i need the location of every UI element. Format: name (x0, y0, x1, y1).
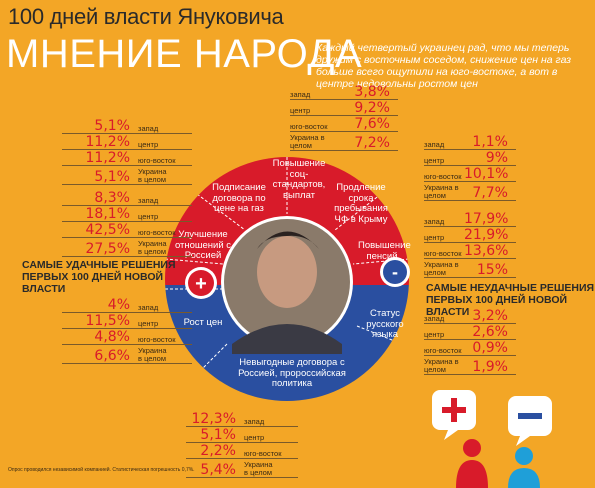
value: 5,1% (200, 427, 236, 443)
region-label: Украина в целом (244, 460, 273, 477)
segment-fleet-label: Продление срока пребывания ЧФ в Крыму (334, 182, 388, 225)
group-prices: 4% запад 11,5% центр 4,8% юго-восток 6,6% Ук… (62, 297, 192, 364)
region-label: центр (138, 140, 159, 149)
value: 15% (476, 262, 508, 278)
region-label: запад (244, 417, 265, 426)
value: 5,1% (94, 169, 130, 185)
value: 12,3% (191, 411, 236, 427)
region-label: юго-восток (424, 249, 462, 258)
region-label: юго-восток (424, 172, 462, 181)
value: 11,2% (85, 150, 130, 166)
region-label: центр (424, 233, 445, 242)
value: 13,6% (464, 243, 509, 259)
value: 9% (485, 150, 508, 166)
value: 11,5% (85, 313, 130, 329)
region-label: Украина в целом (424, 260, 459, 277)
group-language: запад 3,2% центр 2,6% юго-восток 0,9% Украи… (424, 308, 516, 375)
group-standards: запад 3,8% центр 9,2% юго-восток 7,6% Украи… (290, 84, 398, 151)
segment-gas-label: Подписание договора по цене на газ (212, 182, 266, 214)
value: 5,1% (94, 118, 130, 134)
region-label: центр (138, 212, 159, 221)
segment-language-label: Статус русского языка (366, 308, 404, 340)
value: 1,9% (472, 359, 508, 375)
value: 7,6% (354, 116, 390, 132)
best-decisions-heading: САМЫЕ УДАЧНЫЕ РЕШЕНИЯ ПЕРВЫХ 100 ДНЕЙ НО… (22, 259, 176, 295)
region-label: запад (290, 90, 311, 99)
region-label: центр (424, 330, 445, 339)
value: 7,2% (354, 135, 390, 151)
value: 1,1% (472, 134, 508, 150)
group-bad-deals: 12,3% запад 5,1% центр 2,2% юго-восток 5,4%… (186, 411, 298, 478)
value: 18,1% (85, 206, 130, 222)
value: 3,2% (472, 308, 508, 324)
value: 4,8% (94, 329, 130, 345)
value: 2,6% (472, 324, 508, 340)
value: 7,7% (472, 185, 508, 201)
value: 8,3% (94, 190, 130, 206)
region-label: запад (138, 196, 159, 205)
region-label: запад (138, 124, 159, 133)
value: 4% (107, 297, 130, 313)
worst-decisions-heading: САМЫЕ НЕУДАЧНЫЕ РЕШЕНИЯ ПЕРВЫХ 100 ДНЕЙ … (426, 282, 595, 318)
minus-person-icon (508, 396, 552, 488)
value: 21,9% (464, 227, 509, 243)
value: 2,2% (200, 443, 236, 459)
segment-russia-label: Улучшение отношений с Россией (174, 229, 232, 261)
value: 27,5% (85, 241, 130, 257)
segment-standards-label: Повышение соц-стандартов, выплат (272, 158, 326, 201)
intro-text: Каждый четвертый украинец рад, что мы те… (316, 42, 572, 90)
region-label: запад (424, 217, 445, 226)
segment-bad-deals-label: Невыгодные договора с Россией, пророссий… (238, 357, 346, 389)
region-label: Украина в целом (424, 183, 459, 200)
people-icons (432, 390, 552, 488)
group-russia: 8,3% запад 18,1% центр 42,5% юго-восток 27,… (62, 190, 192, 257)
plus-sign: + (195, 273, 207, 295)
footnote: Опрос проводился независимой компанией. … (8, 467, 195, 473)
region-label: Украина в целом (424, 357, 459, 374)
region-label: Украина в целом (138, 346, 167, 363)
value: 5,4% (200, 462, 236, 478)
region-label: запад (138, 303, 159, 312)
value: 17,9% (464, 211, 509, 227)
region-label: Украина в целом (138, 239, 167, 256)
segment-prices-label: Рост цен (183, 317, 223, 328)
region-label: юго-восток (138, 228, 176, 237)
region-label: юго-восток (244, 449, 282, 458)
value: 6,6% (94, 348, 130, 364)
region-label: центр (138, 319, 159, 328)
group-gas: 5,1% запад 11,2% центр 11,2% юго-восток 5,1… (62, 118, 192, 185)
group-fleet: запад 1,1% центр 9% юго-восток 10,1% Украин… (424, 134, 516, 201)
value: 3,8% (354, 84, 390, 100)
value: 42,5% (85, 222, 130, 238)
minus-sign: - (392, 262, 398, 282)
region-label: запад (424, 140, 445, 149)
value: 11,2% (85, 134, 130, 150)
value: 10,1% (464, 166, 509, 182)
region-label: юго-восток (138, 156, 176, 165)
region-label: Украина в целом (290, 133, 325, 150)
region-label: центр (244, 433, 265, 442)
value: 0,9% (472, 340, 508, 356)
page-subtitle: МНЕНИЕ НАРОДА (6, 32, 363, 76)
region-label: юго-восток (138, 335, 176, 344)
opinion-circle: + - (165, 157, 410, 401)
region-label: юго-восток (290, 122, 328, 131)
region-label: юго-восток (424, 346, 462, 355)
region-label: центр (290, 106, 311, 115)
page-title: 100 дней власти Януковича (8, 4, 284, 29)
region-label: запад (424, 314, 445, 323)
value: 9,2% (354, 100, 390, 116)
region-label: Украина в целом (138, 167, 167, 184)
plus-person-icon (432, 390, 488, 488)
group-pensions: запад 17,9% центр 21,9% юго-восток 13,6% Ук… (424, 211, 516, 278)
segment-pensions-label: Повышение пенсий (358, 240, 411, 262)
region-label: центр (424, 156, 445, 165)
